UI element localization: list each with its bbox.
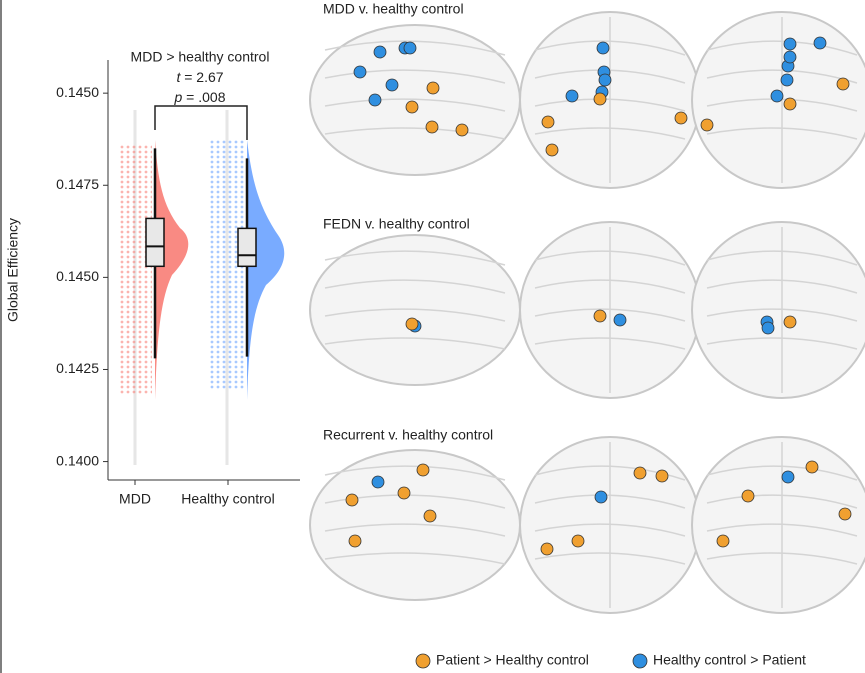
brain-node <box>405 100 419 114</box>
brain-node <box>838 507 852 521</box>
legend-swatch <box>415 653 431 669</box>
brain-node <box>613 313 627 327</box>
brain-node <box>593 309 607 323</box>
brain-fold <box>324 552 506 565</box>
brain-node <box>783 315 797 329</box>
y-tick-label: 0.1450 <box>56 268 99 284</box>
x-tick-label: Healthy control <box>181 491 274 507</box>
brain-node <box>674 111 688 125</box>
y-axis-label: Global Efficiency <box>5 218 21 322</box>
brain-node <box>761 321 775 335</box>
brain-node <box>348 534 362 548</box>
brain-node <box>425 120 439 134</box>
stat-symbol: t <box>176 69 181 85</box>
stat-value: = .008 <box>182 89 225 105</box>
violin <box>247 140 285 400</box>
y-tick-label: 0.1450 <box>56 84 99 100</box>
brain-node <box>416 463 430 477</box>
brain-node <box>426 81 440 95</box>
brain-fold <box>324 337 506 350</box>
brain-fold <box>324 465 506 481</box>
stat-value: = 2.67 <box>180 69 223 85</box>
panel-title: FEDN v. healthy control <box>323 216 470 232</box>
box <box>145 217 165 268</box>
jitter-cloud <box>118 145 152 395</box>
x-tick-label: MDD <box>119 491 151 507</box>
brain-node <box>783 50 797 64</box>
brain-fold <box>324 40 506 56</box>
legend-label: Patient > Healthy control <box>436 652 589 668</box>
brain-node <box>783 97 797 111</box>
panel-title: MDD v. healthy control <box>323 1 464 17</box>
brain-fold <box>324 127 506 140</box>
brain-node <box>385 78 399 92</box>
brain-node <box>368 93 382 107</box>
brain-node <box>836 77 850 91</box>
brain-fold <box>324 98 506 112</box>
brain-node <box>455 123 469 137</box>
y-tick-label: 0.1475 <box>56 176 99 192</box>
brain-node <box>770 89 784 103</box>
brain-node <box>571 534 585 548</box>
brain-node <box>405 317 419 331</box>
brain-node <box>397 486 411 500</box>
brain-node <box>545 143 559 157</box>
brain-node <box>813 36 827 50</box>
brain-fold <box>324 69 506 84</box>
brain-node <box>353 65 367 79</box>
brain-node <box>371 475 385 489</box>
brain-fold <box>324 250 506 266</box>
brain-node <box>780 73 794 87</box>
brain-node <box>633 466 647 480</box>
annotation-t: t = 2.67 <box>176 69 223 85</box>
brain-node <box>655 469 669 483</box>
brain-fold <box>324 523 506 537</box>
annotation-title: MDD > healthy control <box>131 49 270 65</box>
brain-node <box>423 509 437 523</box>
brain-node <box>805 460 819 474</box>
violin <box>155 140 189 400</box>
brain-node <box>593 92 607 106</box>
brain-node <box>781 470 795 484</box>
brain-node <box>540 542 554 556</box>
brain-fold <box>324 308 506 322</box>
brain-node <box>596 41 610 55</box>
brain-node <box>594 490 608 504</box>
panel-title: Recurrent v. healthy control <box>323 427 493 443</box>
brain-node <box>403 41 417 55</box>
box <box>237 227 257 268</box>
y-tick-label: 0.1400 <box>56 452 99 468</box>
brain-node <box>541 115 555 129</box>
brain-node <box>716 534 730 548</box>
significance-bracket <box>154 105 248 140</box>
brain-node <box>700 118 714 132</box>
brain <box>691 436 865 614</box>
legend-swatch <box>632 653 648 669</box>
brain <box>691 221 865 399</box>
brain-node <box>565 89 579 103</box>
brain-node <box>345 493 359 507</box>
brain-node <box>598 73 612 87</box>
brain-fold <box>324 279 506 294</box>
legend-label: Healthy control > Patient <box>653 652 806 668</box>
brain-node <box>741 489 755 503</box>
annotation-p: p = .008 <box>174 89 226 105</box>
brain-node <box>783 37 797 51</box>
brain-node <box>373 45 387 59</box>
y-tick-label: 0.1425 <box>56 360 99 376</box>
stat-symbol: p <box>174 89 183 105</box>
